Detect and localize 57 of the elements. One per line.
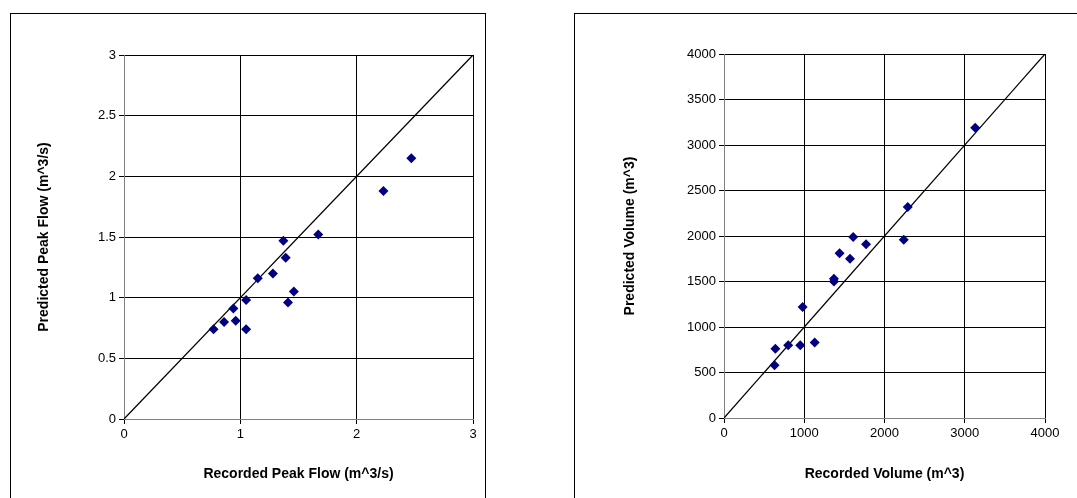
point [208, 324, 219, 335]
y-tick-label: 0 [108, 410, 116, 426]
x-tick-label: 0 [120, 426, 128, 442]
point [267, 268, 278, 279]
y-tick-label: 1 [108, 289, 116, 305]
point [378, 185, 389, 196]
y-axis-title: Predicted Volume (m^3) [621, 156, 638, 316]
y-tick-label: 2.5 [97, 107, 116, 123]
y-tick-label: 3000 [687, 136, 716, 152]
x-axis-title: Recorded Peak Flow (m^3/s) [203, 465, 394, 482]
y-tick-label: 1.5 [97, 228, 116, 244]
point [861, 239, 872, 250]
x-tick-label: 3000 [950, 425, 980, 441]
y-tick-label: 2 [108, 167, 116, 183]
point [783, 340, 794, 351]
y-tick-label: 3 [108, 46, 116, 62]
y-tick-label: 0.5 [97, 349, 116, 365]
point [902, 201, 913, 212]
y-tick-label: 3500 [687, 91, 716, 107]
y-tick-label: 2500 [687, 182, 716, 198]
point [241, 324, 252, 335]
x-tick-label: 1 [236, 426, 244, 442]
point [848, 231, 859, 242]
point [795, 340, 806, 351]
point [252, 273, 263, 284]
point [288, 286, 299, 297]
y-tick-label: 500 [694, 364, 716, 380]
point [406, 153, 417, 164]
point [313, 229, 324, 240]
x-tick-label: 4000 [1030, 425, 1060, 441]
point [280, 252, 291, 263]
point [230, 315, 241, 326]
y-tick-label: 2000 [687, 227, 716, 243]
point [770, 343, 781, 354]
point [970, 122, 981, 133]
point [834, 248, 845, 259]
y-axis-title: Predicted Peak Flow (m^3/s) [35, 142, 52, 332]
x-tick-label: 2000 [870, 425, 899, 441]
x-tick-label: 3 [469, 426, 477, 442]
x-tick-label: 2 [353, 426, 361, 442]
y-tick-label: 1500 [687, 273, 716, 289]
y-tick-label: 0 [708, 409, 716, 425]
point [898, 234, 909, 245]
point [241, 295, 252, 306]
y-tick-label: 1000 [687, 318, 716, 334]
x-tick-label: 1000 [789, 425, 819, 441]
point [769, 360, 780, 371]
point [219, 316, 230, 327]
point [283, 297, 294, 308]
x-tick-label: 0 [720, 425, 728, 441]
point [809, 337, 820, 348]
point [844, 253, 855, 264]
x-axis-title: Recorded Volume (m^3) [804, 465, 965, 482]
point [228, 303, 239, 314]
point [278, 235, 289, 246]
y-tick-label: 4000 [687, 45, 716, 61]
point [797, 301, 808, 312]
